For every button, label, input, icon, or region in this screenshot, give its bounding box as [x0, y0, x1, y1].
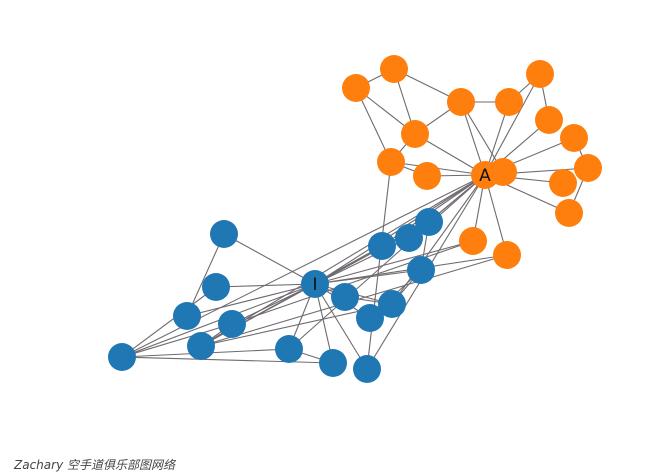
graph-node-o9	[413, 162, 441, 190]
graph-node-b5	[407, 256, 435, 284]
graph-node-o5	[401, 120, 429, 148]
graph-node-b15	[319, 349, 347, 377]
graph-edge-o15-b11	[231, 240, 474, 325]
graph-edge-I-b16	[314, 283, 368, 370]
graph-node-o11	[560, 124, 588, 152]
graph-edge-I-b9	[215, 283, 316, 288]
graph-node-b8	[331, 283, 359, 311]
graph-edge-o6-b16	[366, 161, 392, 370]
graph-edge-I-b10	[186, 283, 316, 317]
graph-node-b6	[378, 290, 406, 318]
graph-edge-o7-A	[484, 73, 541, 176]
graph-node-o16	[493, 241, 521, 269]
graph-edge-b9-b13	[121, 286, 217, 358]
graph-nodes: IA	[108, 55, 602, 383]
graph-node-I	[301, 270, 329, 298]
graph-node-o15	[459, 227, 487, 255]
graph-node-o14	[555, 199, 583, 227]
graph-node-o1	[342, 74, 370, 102]
graph-edge-o15-I	[314, 240, 474, 285]
graph-node-o2	[380, 55, 408, 83]
graph-node-b2	[210, 220, 238, 248]
graph-node-o6	[377, 148, 405, 176]
graph-edge-b11-b13	[121, 323, 233, 358]
graph-node-b11	[218, 310, 246, 338]
graph-node-o13	[549, 169, 577, 197]
graph-node-b10	[173, 302, 201, 330]
graph-edge-I-b2	[223, 233, 316, 285]
network-graph: IA	[108, 55, 602, 383]
graph-node-b1	[368, 232, 396, 260]
graph-node-o4	[495, 88, 523, 116]
graph-edge-A-b12	[200, 174, 486, 347]
graph-node-b14	[275, 335, 303, 363]
graph-node-label-A: A	[479, 166, 491, 186]
graph-node-b4	[415, 208, 443, 236]
graph-node-label-I: I	[312, 275, 317, 295]
graph-node-b16	[353, 355, 381, 383]
graph-edge-b13-b15	[121, 356, 334, 364]
graph-node-b9	[202, 273, 230, 301]
graph-node-b7	[356, 304, 384, 332]
graph-node-o12	[574, 154, 602, 182]
graph-node-o8	[535, 106, 563, 134]
figure-caption: Zachary 空手道俱乐部图网络	[14, 458, 175, 472]
graph-node-o3	[447, 88, 475, 116]
graph-edge-b10-b2	[186, 233, 225, 317]
graph-node-b3	[395, 224, 423, 252]
graph-node-o10	[489, 158, 517, 186]
graph-node-o7	[526, 60, 554, 88]
graph-node-b13	[108, 343, 136, 371]
graph-node-b12	[187, 332, 215, 360]
graph-edge-I-b5	[314, 269, 422, 285]
